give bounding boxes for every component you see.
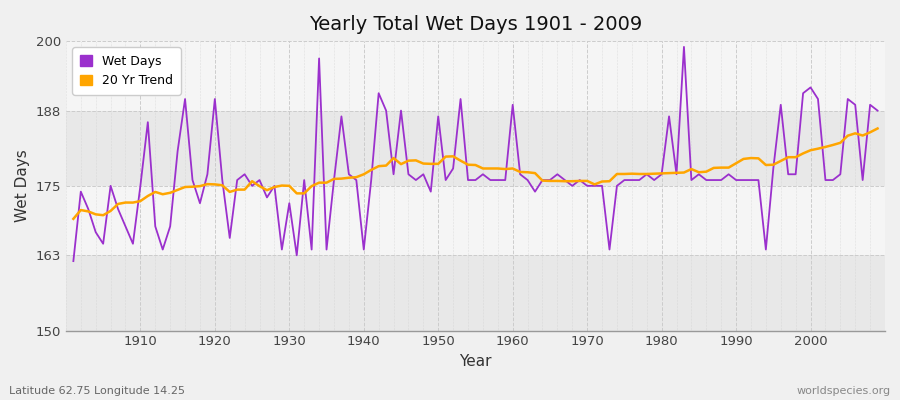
- Bar: [66, 186, 885, 255]
- X-axis label: Year: Year: [459, 354, 491, 369]
- Text: worldspecies.org: worldspecies.org: [796, 386, 891, 396]
- Y-axis label: Wet Days: Wet Days: [15, 150, 30, 222]
- Text: Latitude 62.75 Longitude 14.25: Latitude 62.75 Longitude 14.25: [9, 386, 185, 396]
- Bar: [66, 110, 885, 186]
- Title: Yearly Total Wet Days 1901 - 2009: Yearly Total Wet Days 1901 - 2009: [309, 15, 642, 34]
- Bar: [66, 41, 885, 110]
- Bar: [66, 255, 885, 330]
- Legend: Wet Days, 20 Yr Trend: Wet Days, 20 Yr Trend: [72, 47, 181, 95]
